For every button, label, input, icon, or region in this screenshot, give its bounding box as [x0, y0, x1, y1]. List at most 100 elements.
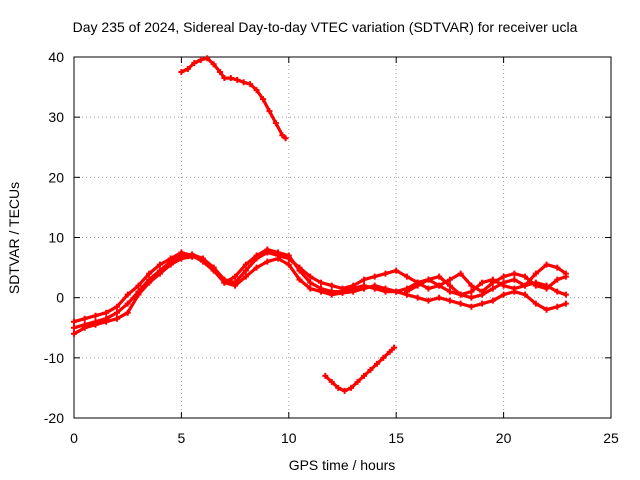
- data-point: [562, 300, 569, 307]
- x-axis-label: GPS time / hours: [289, 457, 396, 473]
- data-point: [360, 276, 367, 283]
- data-point: [124, 309, 131, 316]
- data-point: [204, 55, 211, 62]
- data-point: [221, 279, 228, 286]
- x-tick-label: 5: [178, 430, 186, 446]
- data-point: [382, 285, 389, 292]
- grid-lines: [74, 57, 611, 418]
- data-point: [414, 282, 421, 289]
- data-point: [339, 289, 346, 296]
- data-point: [232, 282, 239, 289]
- data-point: [210, 264, 217, 271]
- data-point: [178, 249, 185, 256]
- data-point: [124, 291, 131, 298]
- data-point: [446, 282, 453, 289]
- data-point: [500, 273, 507, 280]
- data-point: [479, 291, 486, 298]
- data-point: [275, 249, 282, 256]
- data-point: [360, 372, 367, 379]
- data-point: [264, 258, 271, 265]
- data-point: [135, 282, 142, 289]
- data-point: [457, 291, 464, 298]
- data-point: [285, 252, 292, 259]
- y-tick-label: 0: [56, 290, 64, 306]
- data-point: [275, 255, 282, 262]
- data-point: [414, 294, 421, 301]
- data-point: [386, 348, 393, 355]
- data-point: [468, 303, 475, 310]
- data-point: [318, 288, 325, 295]
- data-point: [489, 276, 496, 283]
- data-point: [335, 384, 342, 391]
- data-point: [307, 285, 314, 292]
- data-point: [282, 135, 289, 142]
- data-point: [322, 372, 329, 379]
- y-tick-label: 10: [48, 230, 64, 246]
- data-point: [382, 270, 389, 277]
- data-point: [373, 360, 380, 367]
- data-point: [543, 282, 550, 289]
- data-point: [328, 291, 335, 298]
- data-point: [197, 57, 204, 64]
- data-point: [562, 291, 569, 298]
- data-point: [156, 270, 163, 277]
- y-tick-label: -20: [44, 410, 64, 426]
- data-point: [522, 291, 529, 298]
- data-point: [457, 270, 464, 277]
- data-point: [272, 120, 279, 127]
- data-point: [260, 96, 267, 103]
- data-point: [532, 279, 539, 286]
- data-point: [189, 253, 196, 260]
- data-point: [360, 285, 367, 292]
- data-point: [266, 108, 273, 115]
- data-point: [113, 303, 120, 310]
- data-point: [511, 270, 518, 277]
- data-point: [341, 387, 348, 394]
- data-point: [489, 297, 496, 304]
- chart-title: Day 235 of 2024, Sidereal Day-to-day VTE…: [73, 19, 578, 35]
- data-point: [113, 315, 120, 322]
- y-tick-label: 30: [48, 109, 64, 125]
- data-point: [135, 291, 142, 298]
- x-tick-label: 0: [70, 430, 78, 446]
- data-point: [543, 306, 550, 313]
- data-point: [146, 270, 153, 277]
- axis-ticks: [73, 56, 612, 419]
- data-point: [242, 267, 249, 274]
- data-point: [554, 303, 561, 310]
- data-point: [371, 282, 378, 289]
- data-point: [511, 276, 518, 283]
- data-point: [167, 261, 174, 268]
- data-point: [81, 324, 88, 331]
- y-tick-label: -10: [44, 350, 64, 366]
- x-tick-label: 25: [603, 430, 619, 446]
- data-point: [217, 69, 224, 76]
- y-tick-label: 20: [48, 169, 64, 185]
- data-point: [199, 255, 206, 262]
- data-point: [178, 69, 185, 76]
- data-point: [307, 279, 314, 286]
- data-point: [234, 76, 241, 83]
- data-point: [554, 264, 561, 271]
- data-point: [457, 300, 464, 307]
- data-point: [425, 276, 432, 283]
- data-point: [178, 255, 185, 262]
- data-point: [479, 300, 486, 307]
- data-point: [103, 318, 110, 325]
- data-point: [156, 261, 163, 268]
- data-point: [562, 270, 569, 277]
- x-tick-labels: 0 5 10 15 20 25: [70, 430, 619, 446]
- data-point: [232, 273, 239, 280]
- data-point: [554, 276, 561, 283]
- data-point: [468, 288, 475, 295]
- data-point: [391, 344, 398, 351]
- data-point: [522, 282, 529, 289]
- data-point: [543, 261, 550, 268]
- data-point: [124, 300, 131, 307]
- data-point: [307, 273, 314, 280]
- data-point: [489, 285, 496, 292]
- data-point: [371, 273, 378, 280]
- data-point: [191, 60, 198, 67]
- data-point: [425, 285, 432, 292]
- series-line-low-arc: [323, 346, 396, 393]
